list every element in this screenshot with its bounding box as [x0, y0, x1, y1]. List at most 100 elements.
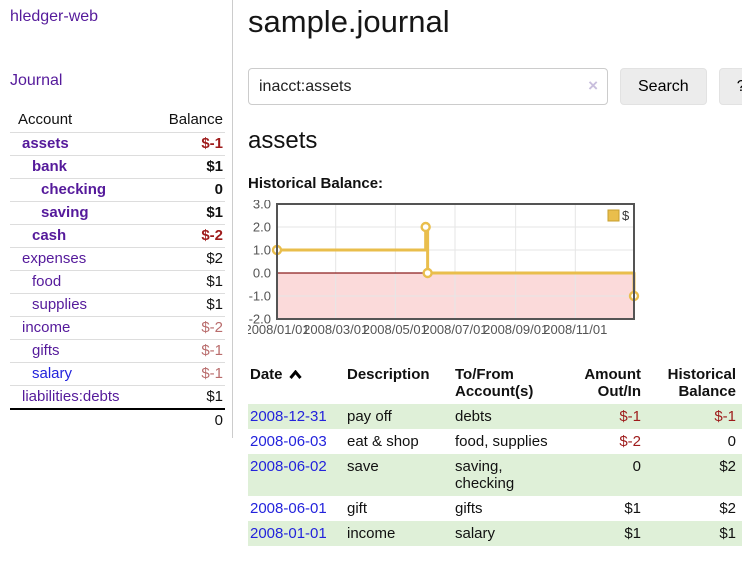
account-heading: assets: [248, 127, 318, 154]
transaction-date-link[interactable]: 2008-01-01: [250, 525, 327, 542]
account-link-cash[interactable]: cash: [32, 227, 67, 244]
search-button[interactable]: Search: [620, 68, 707, 105]
accounts-col-balance: Balance: [168, 111, 223, 128]
sidebar: hledger-web Journal Account Balance asse…: [0, 0, 233, 438]
y-tick-label: 2.0: [253, 220, 271, 235]
transaction-date-link[interactable]: 2008-06-03: [250, 433, 327, 450]
register-row: 2008-06-01 gift gifts $1 $2: [248, 496, 742, 521]
account-link-income[interactable]: income: [22, 319, 71, 336]
help-button[interactable]: ?: [718, 68, 742, 105]
app-window: hledger-web Journal Account Balance asse…: [0, 0, 742, 546]
x-tick-label: 2008/07/01: [422, 322, 487, 337]
account-link-gifts[interactable]: gifts: [32, 342, 60, 359]
transaction-description: gift: [347, 500, 368, 517]
transaction-balance: $2: [719, 500, 736, 517]
axis-labels: 3.0 2.0 1.0 0.0 -1.0 -2.02008/01/012008/03/01…: [244, 197, 607, 338]
accounts-table: Account Balance assets $-1 bank $1 checkin…: [10, 108, 225, 432]
search-input[interactable]: [248, 68, 608, 105]
account-balance: $1: [145, 385, 225, 409]
account-row: food $1: [10, 270, 225, 294]
register-row: 2008-01-01 income salary $1 $1: [248, 521, 742, 546]
clear-search-icon[interactable]: ×: [588, 76, 598, 95]
account-row: income $-2: [10, 316, 225, 340]
transaction-balance: $-1: [714, 408, 736, 425]
x-tick-label: 2008/03/01: [303, 322, 368, 337]
account-balance: $-2: [145, 316, 225, 340]
account-row: gifts $-1: [10, 339, 225, 363]
register-row: 2008-06-02 save saving, checking 0 $2: [248, 454, 742, 496]
register-col-balance: Historical Balance: [667, 366, 736, 400]
transaction-accounts: gifts: [455, 500, 483, 517]
y-tick-label: 1.0: [253, 243, 271, 258]
data-point-marker: [420, 221, 431, 233]
account-row: expenses $2: [10, 247, 225, 271]
search-bar: × Search ?: [248, 68, 742, 105]
account-balance: $1: [145, 201, 225, 225]
x-tick-label: 2008/09/01: [483, 322, 548, 337]
account-link-bank[interactable]: bank: [32, 158, 68, 175]
chart-canvas: 3.0 2.0 1.0 0.0 -1.0 -2.02008/01/012008/03/01…: [244, 197, 640, 338]
account-row: liabilities:debts $1: [10, 385, 225, 409]
transaction-balance: $2: [719, 458, 736, 475]
account-link-food[interactable]: food: [32, 273, 62, 290]
register-col-description: Description: [347, 366, 430, 383]
page-title: sample.journal: [248, 4, 450, 39]
account-balance: $-1: [145, 362, 225, 386]
accounts-total-row: 0: [10, 408, 225, 432]
account-link-salary[interactable]: salary: [32, 365, 73, 382]
register-col-accounts: To/From Account(s): [455, 366, 534, 400]
account-link-supplies[interactable]: supplies: [32, 296, 88, 313]
y-tick-label: -1.0: [249, 289, 271, 304]
transaction-amount: $1: [624, 500, 641, 517]
sort-ascending-icon: [288, 370, 302, 379]
historical-balance-chart: 3.0 2.0 1.0 0.0 -1.0 -2.0 2008/01/01 2008/03/01…: [244, 197, 742, 340]
legend-label: $: [622, 208, 630, 223]
account-balance: $-2: [145, 224, 225, 248]
y-tick-label: -2.0: [249, 312, 271, 327]
account-row: assets $-1: [10, 132, 225, 156]
account-balance: $2: [145, 247, 225, 271]
main-content: sample.journal × Search ? assets Histori…: [233, 0, 742, 546]
accounts-total: 0: [145, 408, 225, 432]
x-tick-label: 2008/01/01: [248, 322, 310, 337]
account-link-expenses[interactable]: expenses: [22, 250, 87, 267]
chart-title: Historical Balance:: [248, 175, 384, 192]
sidebar-item-journal[interactable]: Journal: [10, 72, 63, 89]
date-header-label: Date: [250, 366, 283, 383]
account-row: supplies $1: [10, 293, 225, 317]
transaction-description: income: [347, 525, 396, 542]
account-row: cash $-2: [10, 224, 225, 248]
data-point-marker: [422, 267, 433, 279]
account-link-liabilities-debts[interactable]: liabilities:debts: [22, 388, 120, 405]
transaction-amount: $1: [624, 525, 641, 542]
plot-border: [276, 203, 635, 320]
account-row: bank $1: [10, 155, 225, 179]
register-table: Date Description To/From Account(s) Amou…: [248, 362, 742, 546]
register-col-date[interactable]: Date: [248, 362, 345, 404]
transaction-description: pay off: [347, 408, 392, 425]
account-balance: $-1: [145, 132, 225, 156]
transaction-balance: 0: [727, 433, 736, 450]
transaction-date-link[interactable]: 2008-12-31: [250, 408, 327, 425]
y-tick-label: 3.0: [253, 200, 271, 212]
chart-legend: $: [607, 208, 630, 223]
y-tick-label: 0.0: [253, 266, 271, 281]
account-link-saving[interactable]: saving: [41, 204, 89, 221]
register-row: 2008-06-03 eat & shop food, supplies $-2…: [248, 429, 742, 454]
account-row: saving $1: [10, 201, 225, 225]
transaction-amount: $-2: [619, 433, 641, 450]
account-row: checking 0: [10, 178, 225, 202]
account-balance: $-1: [145, 339, 225, 363]
transaction-description: eat & shop: [347, 433, 419, 450]
transaction-date-link[interactable]: 2008-06-02: [250, 458, 327, 475]
accounts-col-account: Account: [18, 111, 73, 128]
brand-link[interactable]: hledger-web: [10, 8, 99, 25]
account-link-assets[interactable]: assets: [22, 135, 69, 152]
account-link-checking[interactable]: checking: [41, 181, 107, 198]
legend-swatch: [607, 209, 620, 222]
transaction-date-link[interactable]: 2008-06-01: [250, 500, 327, 517]
transaction-accounts: saving, checking: [455, 458, 515, 492]
account-balance: $1: [145, 270, 225, 294]
transaction-balance: $1: [719, 525, 736, 542]
transaction-accounts: salary: [455, 525, 496, 542]
